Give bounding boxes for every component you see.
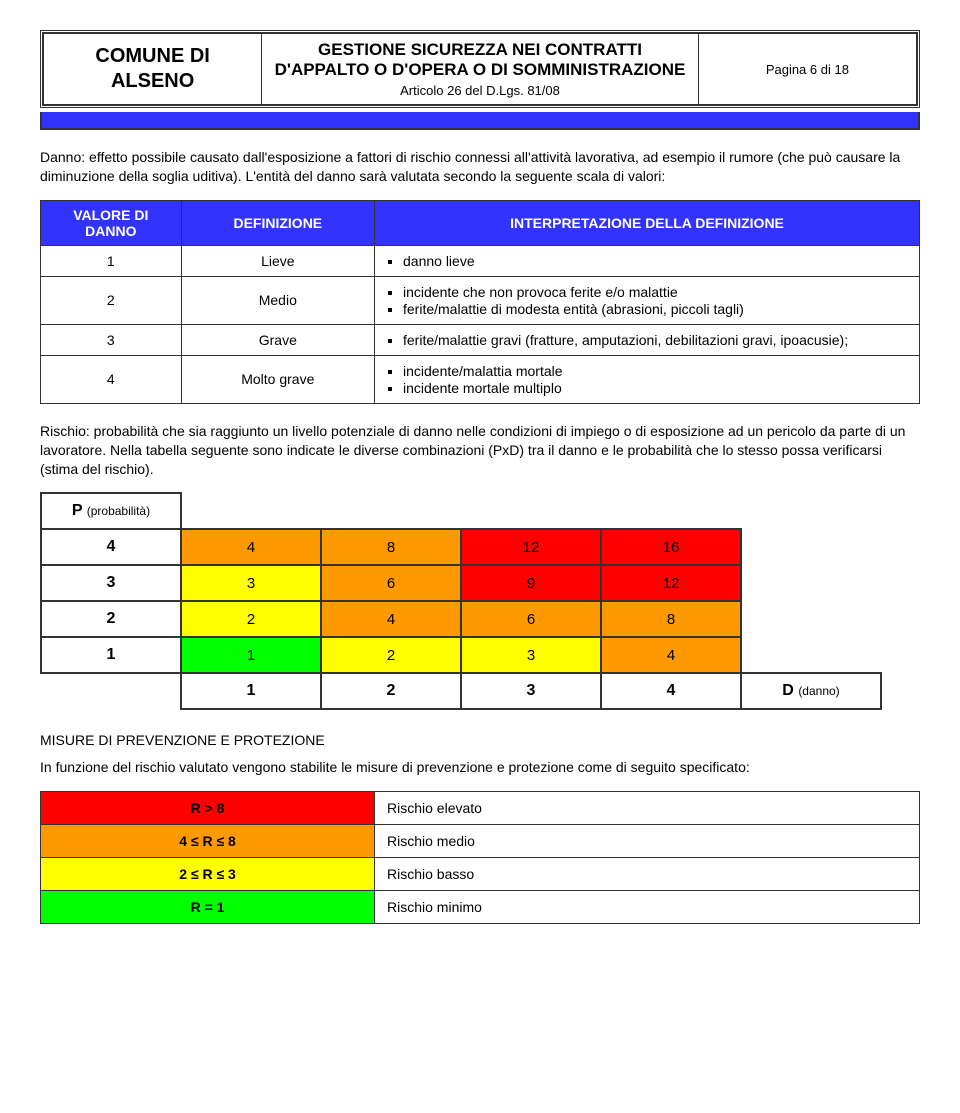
legend-row: R > 8Rischio elevato: [41, 792, 920, 825]
matrix-cell: 9: [461, 565, 601, 601]
def-item: ferite/malattie di modesta entità (abras…: [403, 301, 909, 317]
def-interpretazione: ferite/malattie gravi (fratture, amputaz…: [375, 324, 920, 355]
p-label: P: [72, 502, 82, 519]
matrix-cell: 1: [181, 637, 321, 673]
matrix-row: 336912: [41, 565, 881, 601]
matrix-row-header: 3: [41, 565, 181, 601]
matrix-col-header: 1: [181, 673, 321, 709]
legend-label: Rischio elevato: [375, 792, 920, 825]
legend-row: R = 1Rischio minimo: [41, 891, 920, 924]
blue-strip: [40, 112, 920, 130]
matrix-cell: 6: [321, 565, 461, 601]
matrix-col-header: 2: [321, 673, 461, 709]
def-item: ferite/malattie gravi (fratture, amputaz…: [403, 332, 909, 348]
legend-range: 2 ≤ R ≤ 3: [41, 858, 375, 891]
intro-para-danno: Danno: effetto possibile causato dall'es…: [40, 148, 920, 186]
def-interpretazione: incidente che non provoca ferite e/o mal…: [375, 276, 920, 324]
def-valore: 3: [41, 324, 182, 355]
def-valore: 2: [41, 276, 182, 324]
matrix-row: 22468: [41, 601, 881, 637]
matrix-cell: 4: [321, 601, 461, 637]
def-definizione: Molto grave: [181, 355, 374, 403]
legend-label: Rischio minimo: [375, 891, 920, 924]
def-th-valore: VALORE DI DANNO: [41, 200, 182, 245]
matrix-cell: 3: [461, 637, 601, 673]
doc-header: COMUNE DI ALSENO GESTIONE SICUREZZA NEI …: [40, 30, 920, 108]
section-misure: MISURE DI PREVENZIONE E PROTEZIONE: [40, 732, 920, 748]
org-line2: ALSENO: [54, 69, 251, 94]
matrix-cell: 4: [601, 637, 741, 673]
doc-subtitle: Articolo 26 del D.Lgs. 81/08: [272, 83, 688, 98]
matrix-col-headers: 1234D (danno): [41, 673, 881, 709]
def-row: 4Molto graveincidente/malattia mortalein…: [41, 355, 920, 403]
legend-label: Rischio basso: [375, 858, 920, 891]
def-item: danno lieve: [403, 253, 909, 269]
matrix-cell: 12: [601, 565, 741, 601]
def-row: 2Medio incidente che non provoca ferite e…: [41, 276, 920, 324]
matrix-cell: 3: [181, 565, 321, 601]
matrix-p-label: P (probabilità): [41, 493, 181, 529]
def-valore: 4: [41, 355, 182, 403]
def-definizione: Grave: [181, 324, 374, 355]
matrix-col-header: 4: [601, 673, 741, 709]
matrix-cell: 8: [601, 601, 741, 637]
doc-title: GESTIONE SICUREZZA NEI CONTRATTI D'APPAL…: [272, 40, 688, 80]
matrix-cell: 2: [181, 601, 321, 637]
legend-label: Rischio medio: [375, 825, 920, 858]
def-row: 1Lieve danno lieve: [41, 245, 920, 276]
danno-definition-table: VALORE DI DANNO DEFINIZIONE INTERPRETAZI…: [40, 200, 920, 404]
def-item: incidente mortale multiplo: [403, 380, 909, 396]
matrix-cell: 6: [461, 601, 601, 637]
def-interpretazione: danno lieve: [375, 245, 920, 276]
legend-row: 2 ≤ R ≤ 3Rischio basso: [41, 858, 920, 891]
matrix-row-header: 2: [41, 601, 181, 637]
org-line1: COMUNE DI: [54, 44, 251, 69]
intro-para-rischio: Rischio: probabilità che sia raggiunto u…: [40, 422, 920, 479]
org-name: COMUNE DI ALSENO: [44, 34, 262, 105]
risk-matrix: P (probabilità) 448121633691222468112341…: [40, 492, 882, 710]
legend-range: R = 1: [41, 891, 375, 924]
page-number: Pagina 6 di 18: [698, 34, 916, 105]
para-misure: In funzione del rischio valutato vengono…: [40, 758, 920, 777]
matrix-cell: 2: [321, 637, 461, 673]
matrix-row: 4481216: [41, 529, 881, 565]
doc-title-cell: GESTIONE SICUREZZA NEI CONTRATTI D'APPAL…: [262, 34, 699, 105]
def-valore: 1: [41, 245, 182, 276]
def-row: 3Grave ferite/malattie gravi (fratture, a…: [41, 324, 920, 355]
matrix-cell: 8: [321, 529, 461, 565]
legend-range: R > 8: [41, 792, 375, 825]
risk-legend-table: R > 8Rischio elevato4 ≤ R ≤ 8Rischio med…: [40, 791, 920, 924]
def-definizione: Lieve: [181, 245, 374, 276]
matrix-col-header: 3: [461, 673, 601, 709]
def-th-definizione: DEFINIZIONE: [181, 200, 374, 245]
def-definizione: Medio: [181, 276, 374, 324]
legend-range: 4 ≤ R ≤ 8: [41, 825, 375, 858]
p-label-sub: (probabilità): [87, 504, 150, 518]
def-item: incidente che non provoca ferite e/o mal…: [403, 284, 909, 300]
matrix-row-header: 1: [41, 637, 181, 673]
def-interpretazione: incidente/malattia mortaleincidente mort…: [375, 355, 920, 403]
matrix-cell: 4: [181, 529, 321, 565]
legend-row: 4 ≤ R ≤ 8Rischio medio: [41, 825, 920, 858]
def-th-interpretazione: INTERPRETAZIONE DELLA DEFINIZIONE: [375, 200, 920, 245]
matrix-cell: 16: [601, 529, 741, 565]
matrix-d-label: D (danno): [741, 673, 881, 709]
matrix-row: 11234: [41, 637, 881, 673]
matrix-row-header: 4: [41, 529, 181, 565]
matrix-cell: 12: [461, 529, 601, 565]
def-item: incidente/malattia mortale: [403, 363, 909, 379]
